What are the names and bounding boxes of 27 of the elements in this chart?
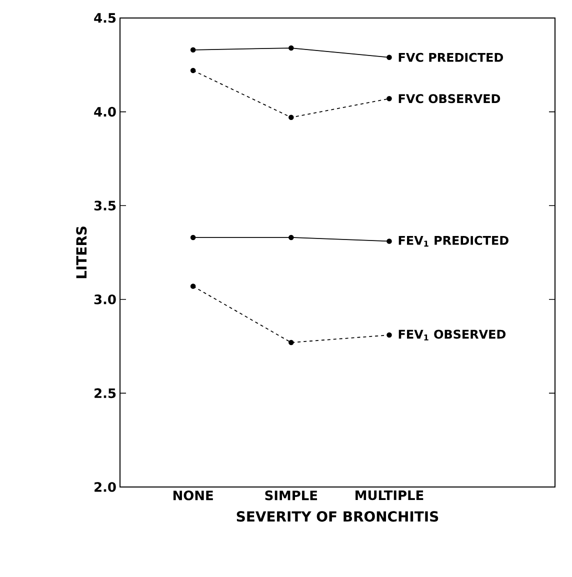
point xyxy=(190,234,196,240)
y-tick-label: 4.0 xyxy=(94,106,116,117)
x-tick-label: SIMPLE xyxy=(265,490,318,500)
point xyxy=(386,332,392,338)
y-tick-label: 3.5 xyxy=(94,200,116,210)
point xyxy=(288,114,294,120)
series-label: FVC PREDICTED xyxy=(398,52,504,62)
point xyxy=(288,340,294,346)
series-label: FVC OBSERVED xyxy=(398,94,500,104)
y-tick-label: 3.0 xyxy=(94,294,116,304)
x-tick-label: NONE xyxy=(173,490,213,500)
y-tick-label: 4.5 xyxy=(94,13,116,23)
series-label: FEV$_{1}$ PREDICTED xyxy=(398,236,508,247)
point xyxy=(386,238,392,244)
y-tick-label: 2.5 xyxy=(94,388,116,398)
point xyxy=(288,45,294,51)
point xyxy=(288,234,294,240)
point xyxy=(190,47,196,53)
y-tick-label: 2.0 xyxy=(94,482,116,492)
point xyxy=(386,54,392,60)
series-label: FEV$_{1}$ OBSERVED xyxy=(398,330,506,340)
y-axis-title: LITERS xyxy=(76,226,87,278)
point xyxy=(386,96,392,102)
x-axis-title: SEVERITY OF BRONCHITIS xyxy=(236,511,438,522)
point xyxy=(190,68,196,74)
point xyxy=(190,284,196,289)
x-tick-label: MULTIPLE xyxy=(356,490,424,500)
